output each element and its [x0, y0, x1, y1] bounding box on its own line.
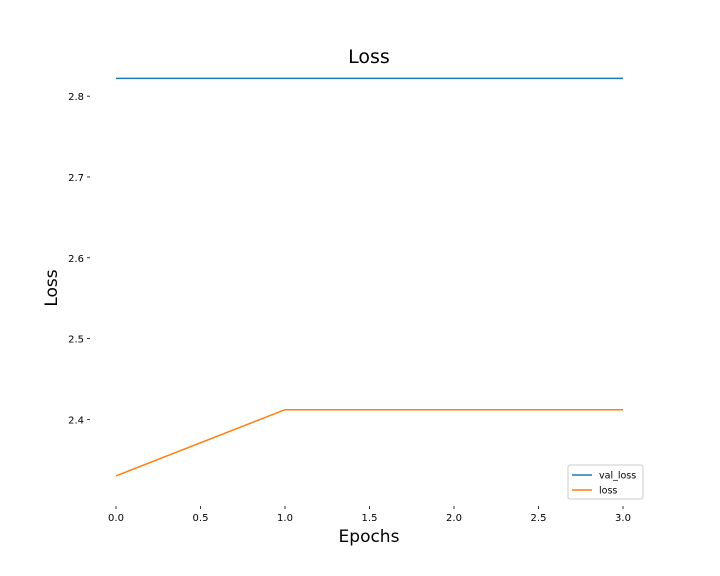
legend-label: loss — [599, 486, 617, 497]
chart-title: Loss — [348, 46, 390, 68]
legend-label: val_loss — [599, 471, 636, 482]
y-axis-title: Loss — [42, 269, 62, 306]
y-tick-label: 2.8 — [68, 92, 84, 103]
y-tick-label: 2.7 — [68, 173, 84, 184]
x-tick-label: 2.0 — [446, 513, 462, 524]
x-tick-label: 2.5 — [531, 513, 547, 524]
x-tick-label: 3.0 — [615, 513, 631, 524]
series-lines — [115, 77, 623, 477]
series-line-loss — [115, 408, 623, 477]
x-tick-label: 1.5 — [362, 513, 378, 524]
x-axis-ticks: 0.0 0.5 1.0 1.5 2.0 2.5 3.0 — [108, 506, 631, 524]
y-tick-label: 2.4 — [68, 415, 84, 426]
x-tick-label: 1.0 — [277, 513, 293, 524]
y-tick-label: 2.6 — [68, 254, 84, 265]
x-axis-title: Epochs — [339, 527, 400, 547]
y-tick-label: 2.5 — [68, 335, 84, 346]
x-tick-label: 0.0 — [108, 513, 124, 524]
x-tick-label: 0.5 — [193, 513, 209, 524]
y-axis-ticks: 2.4 2.5 2.6 2.7 2.8 — [68, 92, 90, 426]
